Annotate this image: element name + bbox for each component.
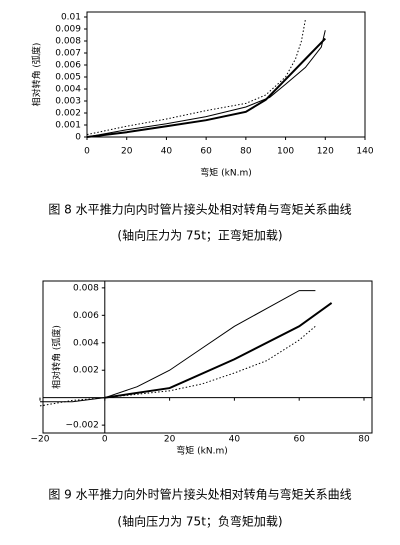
x-tick-label: 60	[293, 435, 305, 445]
caption-title: 图 8 水平推力向内时管片接头处相对转角与弯矩关系曲线	[48, 202, 351, 217]
y-tick-label: 0.002	[55, 109, 81, 119]
y-tick-label: 0.01	[61, 13, 81, 23]
caption-note: (轴向压力为 75t；负弯矩加载)	[117, 514, 282, 529]
data-line	[86, 19, 306, 136]
y-tick-label: 0.003	[55, 97, 81, 107]
x-axis-label: 弯矩 (kN.m)	[200, 167, 251, 179]
y-tick-label: 0.002	[73, 366, 99, 376]
x-tick-label: 100	[277, 147, 294, 157]
x-tick-label: 60	[200, 147, 212, 157]
x-tick-label: 20	[121, 147, 133, 157]
x-axis-label: 弯矩 (kN.m)	[176, 445, 227, 457]
data-line	[86, 37, 327, 138]
y-tick-label: 0.009	[55, 25, 81, 35]
y-axis-label: 相对转角 (弧度)	[31, 43, 43, 107]
y-tick-label: 0.004	[73, 338, 99, 348]
y-tick-label: 0.008	[73, 283, 99, 293]
x-tick-label: 120	[317, 147, 334, 157]
plot-frame	[86, 11, 366, 138]
x-tick-label: 80	[240, 147, 252, 157]
data-line	[40, 290, 316, 403]
y-tick-label: 0.001	[55, 121, 81, 131]
plot-frame	[42, 280, 373, 434]
x-tick-label: 20	[164, 435, 176, 445]
y-tick-label: 0.007	[55, 49, 81, 59]
x-tick-label: 140	[356, 147, 373, 157]
x-tick-label: 80	[358, 435, 370, 445]
caption-title: 图 9 水平推力向外时管片接头处相对转角与弯矩关系曲线	[48, 487, 351, 502]
caption-note: (轴向压力为 75t；正弯矩加载)	[117, 228, 282, 243]
y-axis-label: 相对转角 (弧度)	[51, 325, 63, 389]
x-tick-label: 0	[84, 147, 90, 157]
y-tick-label: 0.008	[55, 37, 81, 47]
x-tick-label: −20	[31, 435, 50, 445]
y-tick-label: 0.006	[73, 311, 99, 321]
x-tick-label: 0	[102, 435, 108, 445]
x-tick-label: 40	[161, 147, 173, 157]
y-tick-label: 0.005	[55, 73, 81, 83]
x-tick-label: 40	[229, 435, 241, 445]
y-tick-label: 0.006	[55, 61, 81, 71]
y-tick-label: −0.002	[65, 421, 98, 431]
y-tick-label: 0.004	[55, 85, 81, 95]
data-line	[86, 30, 326, 138]
data-line	[104, 302, 333, 399]
y-tick-label: 0	[75, 133, 81, 143]
